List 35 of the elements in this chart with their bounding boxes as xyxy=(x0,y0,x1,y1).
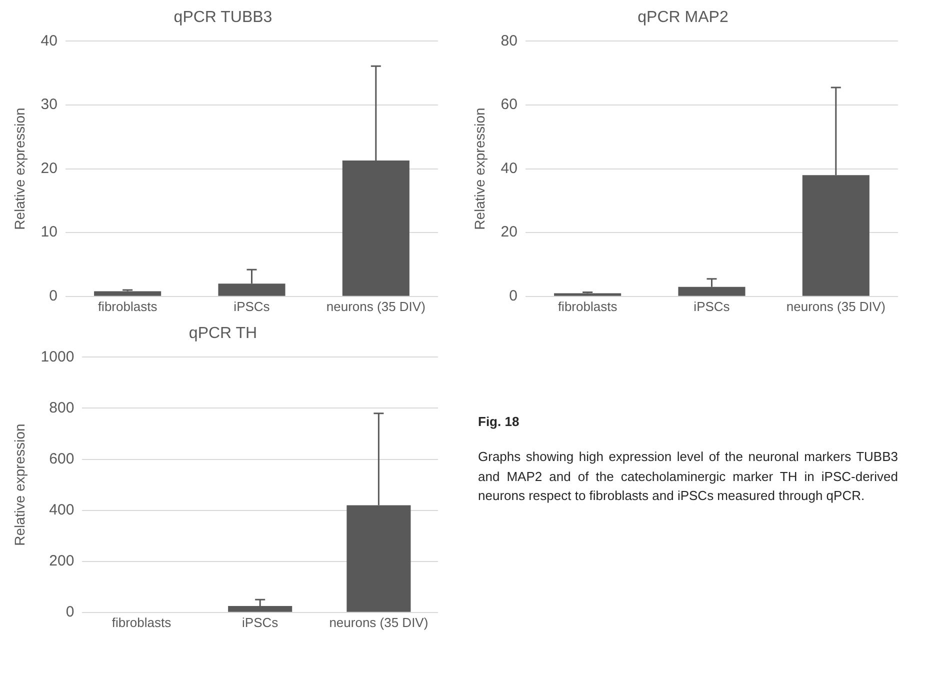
bar xyxy=(554,293,622,296)
text: Fig. 18 xyxy=(478,414,520,429)
y-tick-label: 40 xyxy=(40,32,58,50)
chart-title: qPCR MAP2 xyxy=(638,9,728,26)
y-tick-label: 20 xyxy=(40,160,58,177)
text: Graphs showing high expression level of the neuronal markers TUBB3 and MAP2 and of the catecholaminergic marker TH in iPSC-derived neurons respect to fibroblasts and iPSCs measured through qPCR. xyxy=(478,448,898,505)
bar xyxy=(94,291,162,296)
y-tick-label: 60 xyxy=(500,96,518,114)
chart-title: qPCR TUBB3 xyxy=(174,9,272,26)
y-tick-label: 200 xyxy=(49,552,74,570)
x-tick-label: fibroblasts xyxy=(98,298,158,314)
x-tick-label: fibroblasts xyxy=(558,298,618,314)
x-tick-label: neurons (35 DIV) xyxy=(786,298,886,314)
y-tick-label: 80 xyxy=(500,32,518,50)
x-tick-label: iPSCs xyxy=(242,614,279,630)
x-tick-label: fibroblasts xyxy=(112,614,172,630)
y-tick-label: 20 xyxy=(500,224,518,241)
y-tick-label: 40 xyxy=(500,160,518,177)
y-tick-label: 30 xyxy=(40,96,58,114)
x-tick-label: neurons (35 DIV) xyxy=(326,298,426,314)
y-tick-label: 1000 xyxy=(40,348,74,366)
y-axis-title: Relative expression xyxy=(471,108,488,230)
y-axis-title: Relative expression xyxy=(11,108,28,230)
x-tick-label: neurons (35 DIV) xyxy=(329,614,428,630)
x-tick-label: iPSCs xyxy=(234,298,270,314)
y-tick-label: 0 xyxy=(509,288,518,305)
chart-title: qPCR TH xyxy=(188,325,258,342)
y-tick-label: 0 xyxy=(66,604,74,621)
y-tick-label: 400 xyxy=(49,501,74,518)
y-axis-title: Relative expression xyxy=(11,424,28,546)
y-tick-label: 0 xyxy=(49,288,58,305)
y-tick-label: 10 xyxy=(40,224,58,241)
y-tick-label: 800 xyxy=(49,399,74,416)
y-tick-label: 600 xyxy=(49,450,74,468)
x-tick-label: iPSCs xyxy=(694,298,730,314)
